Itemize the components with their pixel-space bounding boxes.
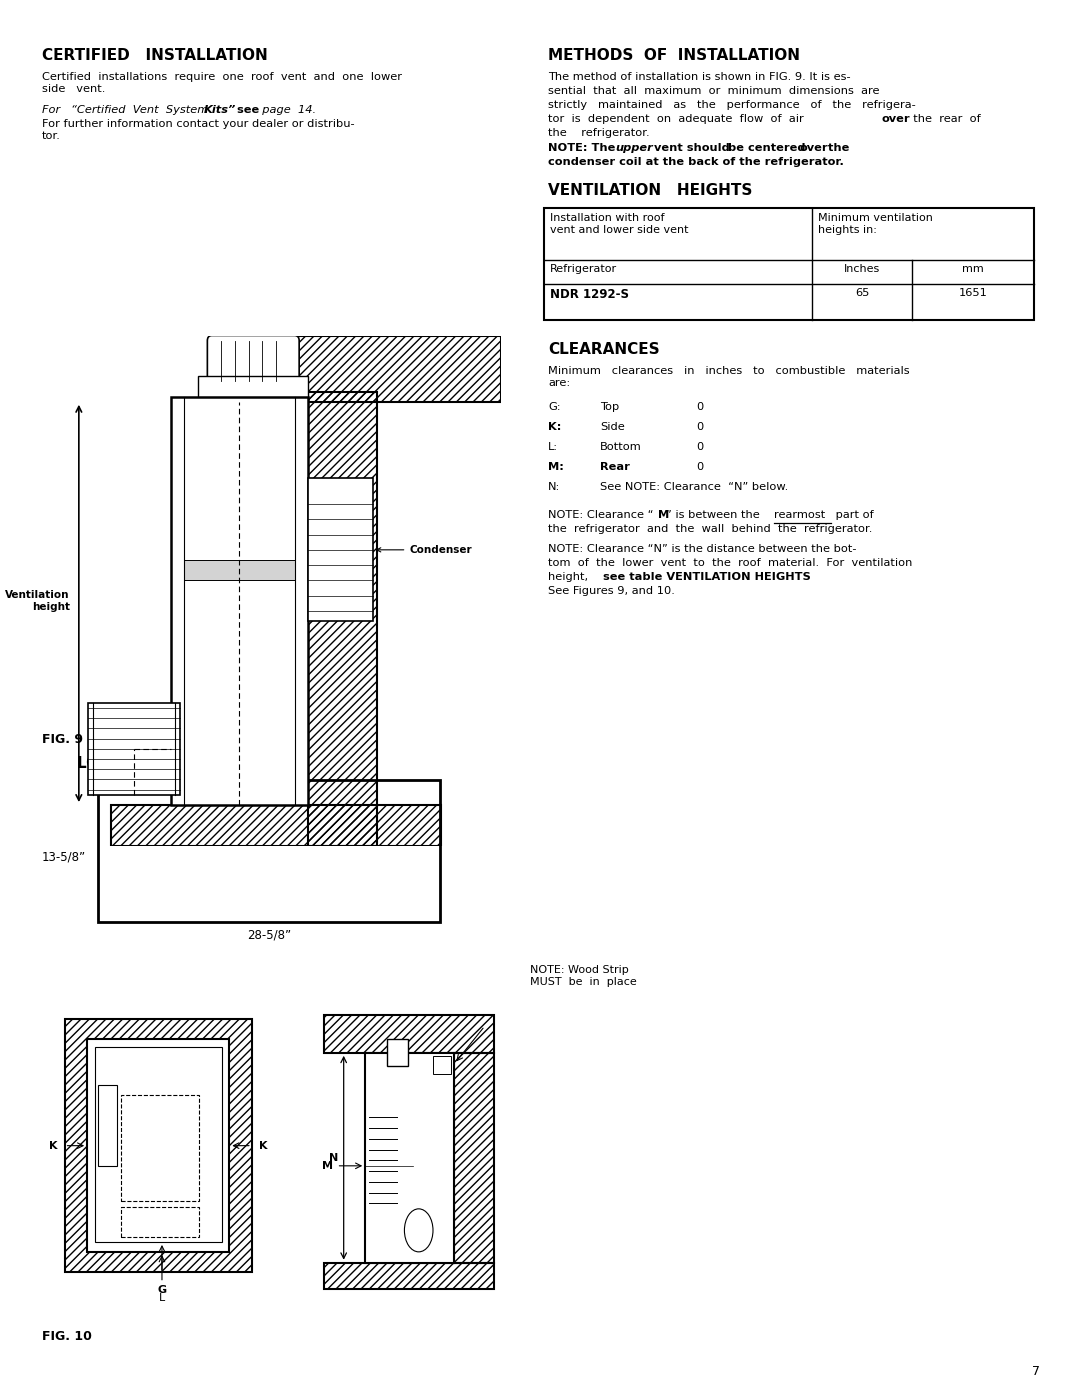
Text: Minimum   clearances   in   inches   to   combustible   materials
are:: Minimum clearances in inches to combusti… [548, 366, 909, 387]
Text: N: N [329, 1153, 338, 1163]
Text: Kits”: Kits” [204, 105, 237, 115]
Bar [309, 391, 377, 846]
Text: NOTE: Wood Strip
MUST  be  in  place: NOTE: Wood Strip MUST be in place [530, 965, 637, 987]
Text: L: L [159, 1293, 165, 1303]
Text: see: see [233, 105, 259, 115]
Text: tor  is  dependent  on  adequate  flow  of  air: tor is dependent on adequate flow of air [548, 115, 825, 124]
Text: FIG. 9: FIG. 9 [42, 733, 83, 747]
Bar [455, 1053, 494, 1262]
Text: see table VENTILATION HEIGHTS: see table VENTILATION HEIGHTS [603, 572, 811, 582]
Text: over: over [882, 115, 910, 124]
Text: FIG. 10: FIG. 10 [42, 1329, 92, 1343]
Bar [199, 376, 309, 401]
Text: Certified  installations  require  one  roof  vent  and  one  lower
side   vent.: Certified installations require one roof… [42, 73, 402, 94]
Text: 13-5/8”: 13-5/8” [42, 851, 86, 864]
Text: 0: 0 [696, 442, 703, 452]
Bar [216, 336, 501, 401]
Text: Refrigerator: Refrigerator [550, 264, 617, 274]
Text: ” is between the: ” is between the [666, 510, 764, 520]
Text: M:: M: [548, 461, 564, 473]
Text: Installation with roof
vent and lower side vent: Installation with roof vent and lower si… [550, 212, 689, 235]
Bar [121, 1095, 200, 1201]
Text: 0: 0 [696, 422, 703, 432]
Text: CLEARANCES: CLEARANCES [548, 343, 660, 356]
Text: the: the [824, 143, 849, 152]
Bar [98, 780, 440, 923]
Bar [324, 1015, 494, 1053]
Text: mm: mm [962, 264, 984, 274]
Text: G: G [158, 1285, 166, 1295]
Text: Side: Side [600, 422, 624, 432]
Text: METHODS  OF  INSTALLATION: METHODS OF INSTALLATION [548, 48, 800, 63]
Bar [433, 1055, 450, 1075]
Text: strictly   maintained   as   the   performance   of   the   refrigera-: strictly maintained as the performance o… [548, 101, 916, 110]
Text: K:: K: [548, 422, 562, 432]
Bar [65, 1019, 252, 1272]
Circle shape [404, 1209, 433, 1251]
Text: N:: N: [548, 482, 561, 492]
Bar [121, 1206, 200, 1237]
Text: CERTIFIED   INSTALLATION: CERTIFIED INSTALLATION [42, 48, 268, 63]
Text: Condenser: Condenser [377, 545, 472, 555]
Bar [95, 1047, 221, 1241]
Text: page  14.: page 14. [255, 105, 316, 115]
Text: 28-5/8”: 28-5/8” [247, 928, 292, 941]
Text: Minimum ventilation
heights in:: Minimum ventilation heights in: [818, 212, 933, 235]
Text: 7: 7 [1032, 1364, 1040, 1378]
Text: height,: height, [548, 572, 595, 582]
Bar [309, 478, 373, 621]
Text: Ventilation
height: Ventilation height [5, 590, 69, 612]
Text: Rear: Rear [600, 461, 630, 473]
Text: NDR 1292-S: NDR 1292-S [550, 288, 629, 301]
Text: condenser coil at the back of the refrigerator.: condenser coil at the back of the refrig… [548, 157, 843, 166]
Bar [544, 208, 1034, 320]
Text: the  rear  of: the rear of [906, 115, 981, 124]
Text: G:: G: [548, 403, 561, 412]
Text: the    refrigerator.: the refrigerator. [548, 129, 650, 138]
Text: 0: 0 [696, 461, 703, 473]
Text: over: over [800, 143, 828, 152]
Text: NOTE: Clearance “: NOTE: Clearance “ [548, 510, 653, 520]
Text: sential  that  all  maximum  or  minimum  dimensions  are: sential that all maximum or minimum dime… [548, 87, 879, 96]
Text: part of: part of [832, 510, 874, 520]
Text: Top: Top [600, 403, 619, 412]
Bar [87, 1039, 229, 1253]
Bar [111, 805, 442, 846]
Bar [89, 703, 179, 794]
Text: rearmost: rearmost [774, 510, 825, 520]
Text: NOTE: Clearance “N” is the distance between the bot-: NOTE: Clearance “N” is the distance betw… [548, 544, 856, 554]
Text: 65: 65 [854, 288, 869, 298]
Text: 0: 0 [696, 403, 703, 412]
Text: tom  of  the  lower  vent  to  the  roof  material.  For  ventilation: tom of the lower vent to the roof materi… [548, 558, 913, 568]
Bar [171, 397, 309, 805]
Text: For   “Certified  Vent  System: For “Certified Vent System [42, 105, 219, 115]
Text: L:: L: [548, 442, 558, 452]
Text: the  refrigerator  and  the  wall  behind  the  refrigerator.: the refrigerator and the wall behind the… [548, 524, 873, 534]
Bar [185, 561, 295, 580]
Text: K: K [259, 1141, 268, 1151]
FancyBboxPatch shape [207, 336, 299, 386]
Text: 1651: 1651 [959, 288, 987, 298]
Text: K: K [49, 1141, 57, 1151]
Text: Bottom: Bottom [600, 442, 642, 452]
Text: The method of installation is shown in FIG. 9. It is es-: The method of installation is shown in F… [548, 73, 851, 82]
Text: LOWER  VENT  CUTOUT: LOWER VENT CUTOUT [77, 756, 274, 772]
Text: upper: upper [615, 143, 652, 152]
Bar [365, 1053, 455, 1262]
Text: VENTILATION   HEIGHTS: VENTILATION HEIGHTS [548, 183, 753, 199]
Text: See NOTE: Clearance  “N” below.: See NOTE: Clearance “N” below. [600, 482, 788, 492]
Text: M: M [658, 510, 670, 520]
Text: For further information contact your dealer or distribu-
tor.: For further information contact your dea… [42, 119, 354, 141]
Text: be centered: be centered [728, 143, 810, 152]
Bar [98, 1085, 117, 1166]
Text: See Figures 9, and 10.: See Figures 9, and 10. [548, 586, 675, 596]
Bar [387, 1040, 408, 1067]
Text: Inches: Inches [843, 264, 880, 274]
Text: vent should: vent should [650, 143, 733, 152]
Text: NOTE: The: NOTE: The [548, 143, 619, 152]
Bar [324, 1262, 494, 1289]
Text: M: M [322, 1160, 333, 1170]
